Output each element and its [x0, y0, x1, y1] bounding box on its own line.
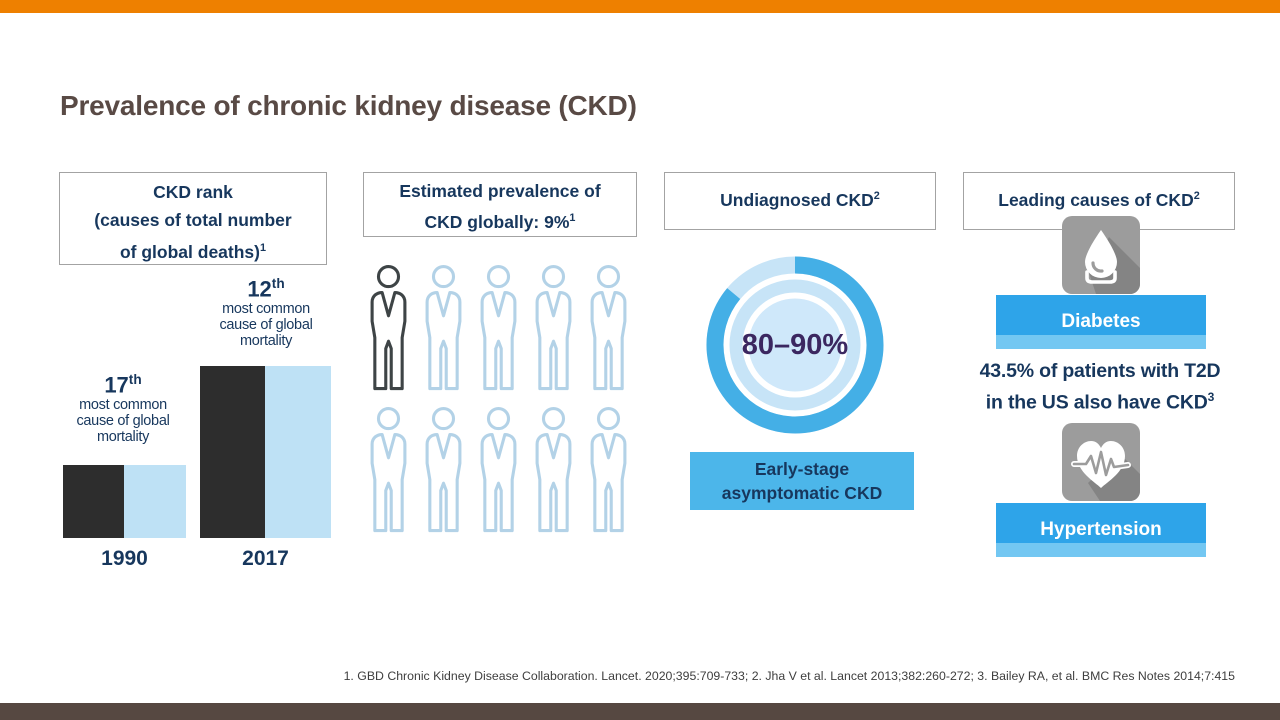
rank-1990-value: 17th: [104, 372, 142, 398]
reference-citations: 1. GBD Chronic Kidney Disease Collaborat…: [343, 669, 1235, 683]
people-pictogram-row-2: [363, 404, 634, 537]
rank-annotation-1990: 17th most common cause of global mortali…: [58, 368, 188, 445]
bar-1990-dark: [63, 465, 124, 538]
bar-2017-light: [265, 366, 331, 538]
panel2-header-line2: CKD globally: 9%1: [424, 211, 576, 232]
blood-drop-icon: [1062, 216, 1140, 294]
top-accent-bar: [0, 0, 1280, 13]
ref-superscript: 1: [569, 212, 576, 224]
person-icon: [528, 404, 579, 537]
ref-superscript: 1: [259, 242, 267, 254]
rank-annotation-2017: 12th most common cause of global mortali…: [200, 272, 332, 349]
hypertension-label: Hypertension: [1040, 519, 1162, 540]
rank-2017-value: 12th: [247, 276, 285, 302]
rank-2017-line1: most common: [222, 301, 310, 318]
person-icon: [473, 262, 524, 395]
rank-2017-line3: mortality: [239, 333, 293, 350]
panel4-header: Leading causes of CKD2: [963, 172, 1235, 230]
year-label-2017: 2017: [242, 547, 289, 570]
panel1-header-line3: of global deaths)1: [119, 241, 267, 262]
ref-superscript: 2: [1193, 190, 1200, 202]
person-icon: [418, 404, 469, 537]
rank-1990-line2: cause of global: [76, 413, 170, 430]
heart-pulse-icon: [1062, 423, 1140, 501]
panel2-header-line1: Estimated prevalence of: [399, 181, 601, 201]
rank-1990-line1: most common: [79, 397, 167, 414]
t2d-line1: 43.5% of patients with T2D: [979, 360, 1221, 382]
diabetes-banner: Diabetes: [996, 295, 1206, 349]
person-icon: [583, 262, 634, 395]
people-pictogram-row-1: [363, 262, 634, 395]
person-icon: [363, 404, 414, 537]
panel1-header: CKD rank (causes of total number of glob…: [59, 172, 327, 265]
early-stage-line1: Early-stage: [754, 459, 850, 479]
t2d-line2: in the US also have CKD3: [985, 390, 1215, 414]
rank-2017-line2: cause of global: [219, 317, 313, 334]
donut-value: 80–90%: [741, 328, 849, 361]
early-stage-line2: asymptomatic CKD: [721, 483, 883, 503]
early-stage-banner: Early-stage asymptomatic CKD: [690, 452, 914, 510]
page-title: Prevalence of chronic kidney disease (CK…: [60, 90, 637, 121]
panel1-header-line2: (causes of total number: [94, 210, 292, 230]
ref-superscript: 3: [1207, 390, 1215, 404]
undiagnosed-donut-chart: 80–90%: [703, 253, 887, 437]
panel1-header-line1: CKD rank: [153, 182, 233, 202]
person-icon: [473, 404, 524, 537]
bar-1990-light: [124, 465, 186, 538]
person-icon: [528, 262, 579, 395]
hypertension-banner: Hypertension: [996, 503, 1206, 557]
ref-superscript: 2: [873, 190, 880, 202]
bar-2017-dark: [200, 366, 265, 538]
diabetes-label: Diabetes: [1061, 311, 1141, 332]
person-icon: [583, 404, 634, 537]
t2d-statistic: 43.5% of patients with T2D in the US als…: [950, 358, 1250, 416]
person-icon: [418, 262, 469, 395]
panel3-header: Undiagnosed CKD2: [664, 172, 936, 230]
bottom-accent-bar: [0, 703, 1280, 720]
year-label-1990: 1990: [101, 547, 148, 570]
person-icon-highlighted: [363, 262, 414, 395]
panel2-header: Estimated prevalence of CKD globally: 9%…: [363, 172, 637, 237]
rank-1990-line3: mortality: [96, 429, 150, 446]
donut-rings: [706, 256, 884, 434]
